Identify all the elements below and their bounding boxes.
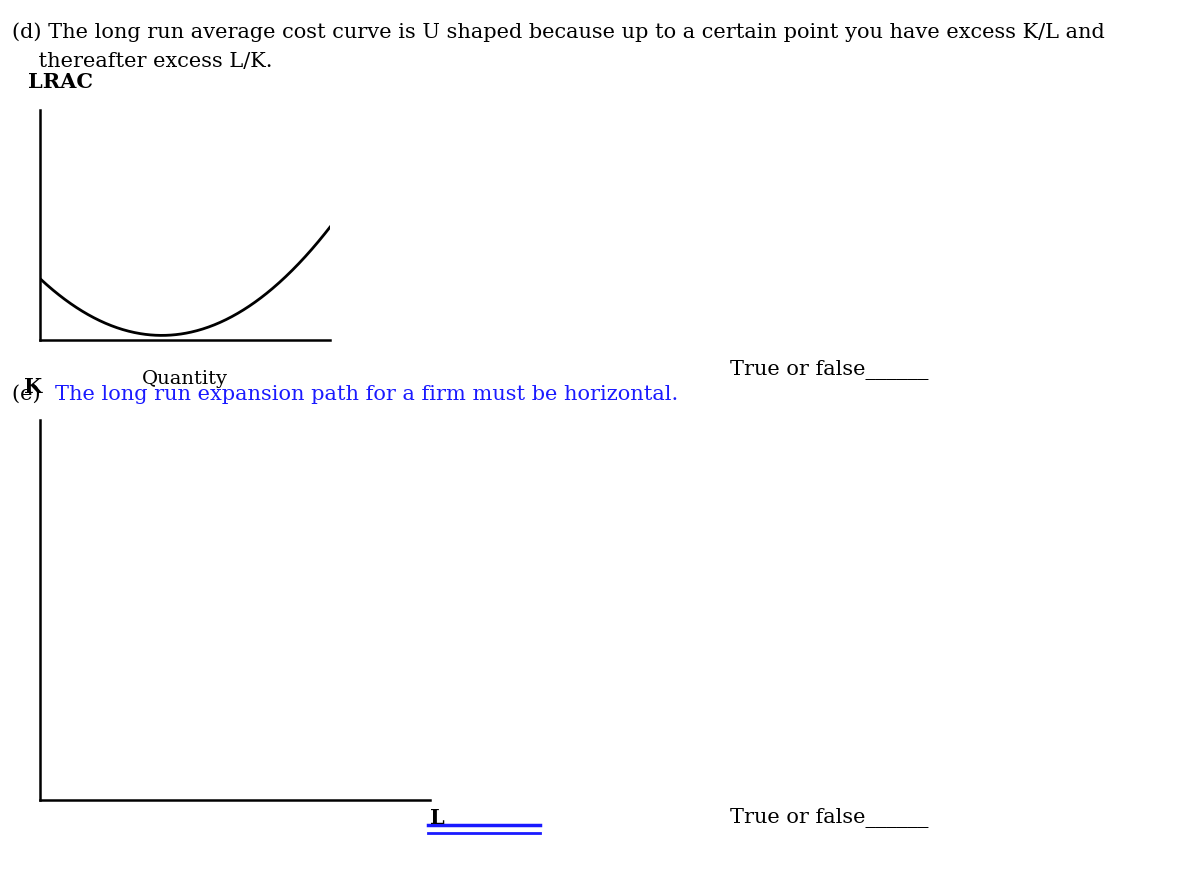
Text: LRAC: LRAC — [29, 72, 94, 92]
Text: (e): (e) — [12, 385, 52, 404]
Text: The long run expansion path for a firm must be horizontal.: The long run expansion path for a firm m… — [55, 385, 678, 404]
Text: K: K — [24, 377, 42, 397]
Text: L: L — [430, 808, 445, 828]
Text: Quantity: Quantity — [142, 370, 228, 388]
Text: True or false______: True or false______ — [730, 808, 929, 828]
Text: (d) The long run average cost curve is U shaped because up to a certain point yo: (d) The long run average cost curve is U… — [12, 22, 1105, 42]
Text: True or false______: True or false______ — [730, 360, 929, 380]
Text: thereafter excess L/K.: thereafter excess L/K. — [12, 52, 272, 71]
